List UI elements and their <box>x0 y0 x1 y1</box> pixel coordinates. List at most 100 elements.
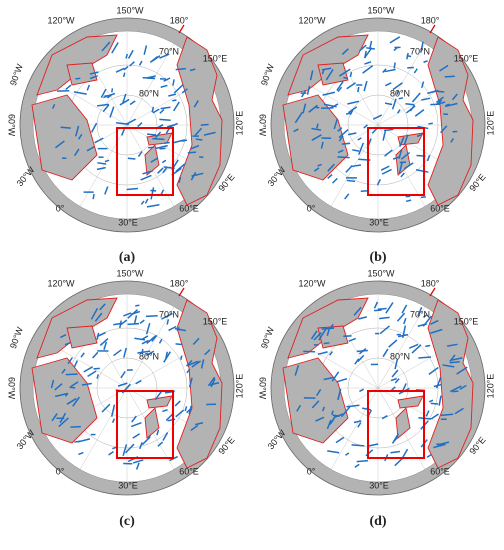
drift-vector <box>102 104 110 113</box>
drift-vector <box>337 86 343 93</box>
drift-vector <box>59 334 67 339</box>
drift-vector <box>337 127 343 132</box>
drift-vector <box>346 404 360 408</box>
drift-vector <box>50 379 55 389</box>
drift-vector <box>74 440 81 443</box>
drift-vector <box>335 436 345 444</box>
drift-vector <box>181 139 188 142</box>
drift-vector <box>58 417 69 428</box>
drift-vector <box>343 76 349 80</box>
drift-vector <box>168 122 178 129</box>
drift-vector <box>103 92 116 99</box>
drift-vector <box>357 137 362 141</box>
drift-vector <box>120 370 126 379</box>
drift-vector <box>413 68 418 74</box>
drift-vector <box>331 371 340 382</box>
drift-vector <box>80 352 85 358</box>
graticule-label: 90°W <box>8 325 25 350</box>
drift-vector <box>352 149 360 152</box>
graticule-label: 150°W <box>116 268 144 278</box>
drift-vector <box>138 442 143 450</box>
drift-vector <box>186 368 191 374</box>
drift-vector <box>72 396 81 407</box>
drift-vector <box>127 322 140 326</box>
drift-vector <box>392 82 403 91</box>
drift-vector <box>104 159 110 163</box>
drift-vector <box>120 128 126 136</box>
drift-vector <box>86 146 95 152</box>
drift-vector <box>172 99 177 102</box>
drift-vector <box>421 97 431 101</box>
graticule-label: 180° <box>421 15 440 25</box>
drift-vector <box>94 137 104 144</box>
drift-vector <box>310 330 318 340</box>
drift-vector <box>337 149 344 154</box>
drift-vector <box>315 416 325 422</box>
drift-vector <box>141 348 144 354</box>
drift-vector <box>200 123 209 126</box>
drift-vector <box>439 64 449 72</box>
drift-vector <box>321 406 326 412</box>
land <box>427 299 474 469</box>
drift-vector <box>165 413 174 422</box>
drift-vector <box>390 450 401 454</box>
drift-vector <box>357 422 362 428</box>
drift-vector <box>132 459 144 464</box>
drift-vector <box>160 106 171 110</box>
drift-vector <box>420 41 424 53</box>
panel-caption: (b) <box>369 250 386 265</box>
drift-vector <box>336 80 344 91</box>
region-box <box>367 127 425 196</box>
drift-vector <box>357 86 360 93</box>
drift-vector <box>362 407 372 411</box>
drift-vector <box>401 304 408 314</box>
drift-vector <box>158 338 163 344</box>
graticule-label: 80°N <box>139 88 159 98</box>
drift-vector <box>313 332 322 341</box>
drift-vector <box>406 54 412 58</box>
drift-vector <box>428 122 433 125</box>
drift-vector <box>90 122 98 133</box>
drift-vector <box>363 80 368 92</box>
drift-vector <box>391 369 399 378</box>
drift-vector <box>337 156 350 159</box>
drift-vector <box>145 314 158 318</box>
meridian-180 <box>429 287 436 297</box>
drift-vector <box>393 46 398 52</box>
drift-vector <box>141 339 149 345</box>
drift-vector <box>450 357 463 361</box>
drift-vector <box>425 410 430 417</box>
drift-vector <box>396 109 401 114</box>
drift-vector <box>69 386 76 389</box>
graticule-label: 90°W <box>8 62 25 87</box>
drift-vector <box>415 169 429 173</box>
drift-vector <box>327 450 340 454</box>
drift-vector <box>430 413 439 420</box>
drift-vector <box>329 323 334 329</box>
drift-vector <box>385 82 392 87</box>
drift-vector <box>414 109 425 117</box>
drift-vector <box>444 102 458 108</box>
drift-vector <box>120 319 128 326</box>
drift-vector <box>313 167 320 172</box>
drift-vector <box>429 89 439 94</box>
drift-vector <box>294 364 300 376</box>
drift-vector <box>384 68 396 73</box>
drift-vector <box>92 193 95 200</box>
drift-vector <box>70 381 79 388</box>
drift-vector <box>116 121 129 126</box>
drift-vector <box>186 360 199 367</box>
drift-vector <box>444 75 455 78</box>
drift-vector <box>351 164 362 168</box>
drift-vector <box>55 140 65 149</box>
drift-vector <box>356 459 369 463</box>
drift-vector <box>354 358 360 365</box>
drift-vector <box>294 111 304 124</box>
drift-vector <box>411 344 422 354</box>
drift-vector <box>348 337 357 342</box>
drift-vector <box>403 317 407 325</box>
drift-vector <box>108 450 114 456</box>
drift-vector <box>394 378 400 384</box>
graticule-label: 120°E <box>485 374 495 399</box>
